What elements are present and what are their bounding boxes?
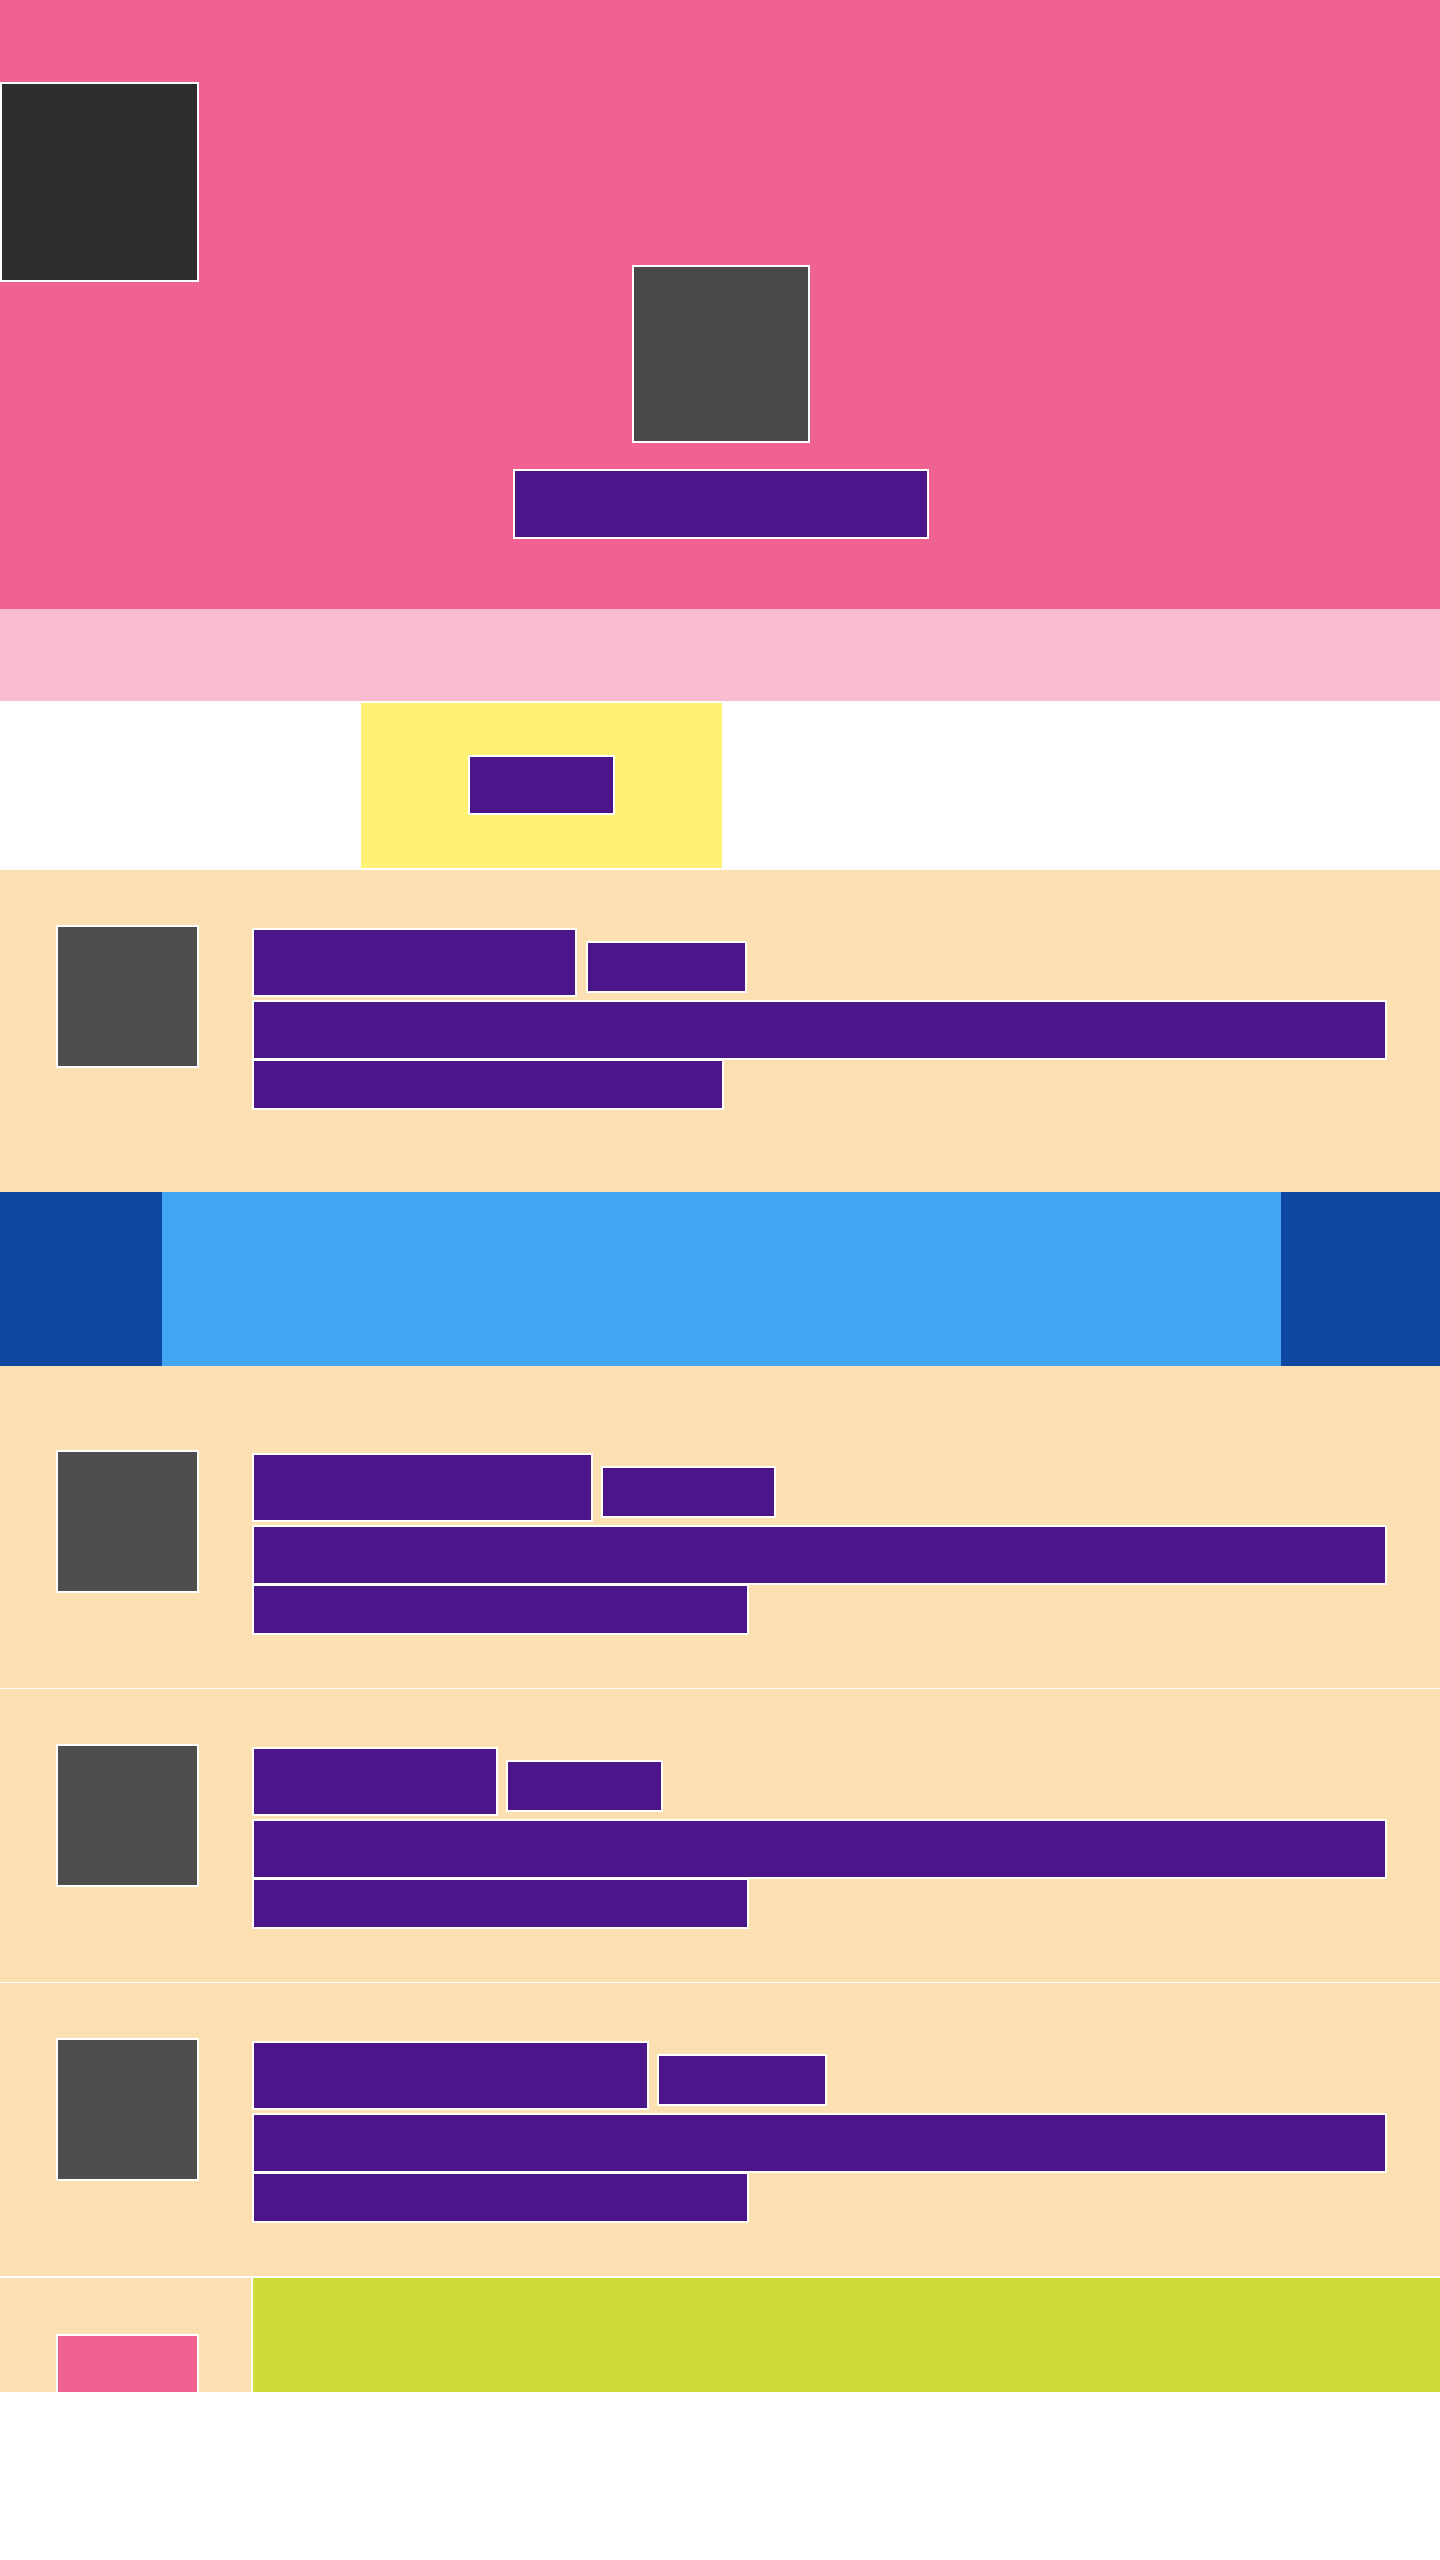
header-logo[interactable]: [0, 82, 199, 282]
header-center-image: [632, 265, 810, 443]
list-item-avatar: [56, 1744, 199, 1887]
header-cta-button[interactable]: [513, 469, 929, 539]
list-item-title: [252, 928, 577, 997]
list-item-description: [252, 1000, 1387, 1060]
banner-left-panel[interactable]: [0, 1192, 162, 1366]
list-item-description: [252, 1525, 1387, 1585]
list-item-description: [252, 2113, 1387, 2173]
list-item-meta: [601, 1466, 776, 1518]
banner-right-panel[interactable]: [1281, 1192, 1440, 1366]
list-item-description: [252, 1819, 1387, 1879]
list-item-subtitle: [252, 1584, 749, 1635]
footer-lime-panel[interactable]: [253, 2278, 1440, 2392]
list-item-title: [252, 1747, 498, 1816]
banner-center[interactable]: [162, 1192, 1281, 1366]
list-item-avatar: [56, 925, 199, 1068]
list-item-meta: [586, 941, 747, 993]
list-item-meta: [506, 1760, 663, 1812]
list-item-avatar: [56, 1450, 199, 1593]
list-item-title: [252, 1453, 593, 1522]
list-item-avatar: [56, 2038, 199, 2181]
list-item-title: [252, 2041, 649, 2110]
footer-pink-thumb[interactable]: [56, 2334, 199, 2392]
list-item-subtitle: [252, 1059, 724, 1110]
list-item-subtitle: [252, 2172, 749, 2223]
header-substrip: [0, 609, 1440, 701]
tab-active-label: [468, 755, 615, 815]
list-item-subtitle: [252, 1878, 749, 1929]
list-item-meta: [657, 2054, 827, 2106]
